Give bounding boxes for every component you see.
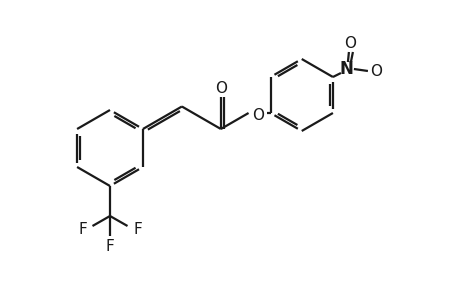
Text: N: N bbox=[339, 60, 353, 78]
Text: F: F bbox=[133, 221, 141, 236]
Text: O: O bbox=[343, 35, 355, 50]
Text: F: F bbox=[78, 221, 87, 236]
Text: O: O bbox=[369, 64, 381, 79]
Text: O: O bbox=[252, 107, 264, 122]
Text: F: F bbox=[106, 239, 114, 254]
Text: O: O bbox=[214, 80, 226, 95]
